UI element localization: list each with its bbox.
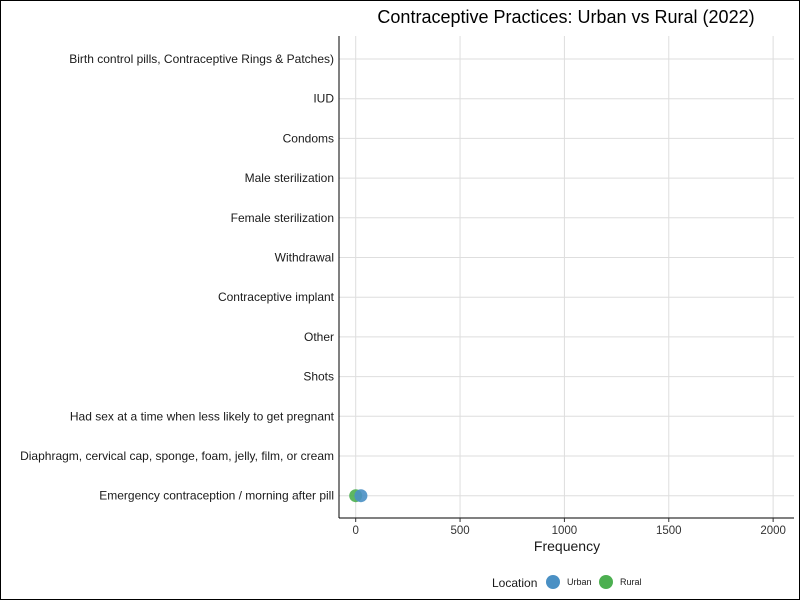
category-label: Had sex at a time when less likely to ge… [70,409,335,423]
category-label: Male sterilization [245,171,334,185]
legend: Location Urban Rural [492,575,642,590]
points-layer [349,489,368,503]
category-label: Birth control pills, Contraceptive Rings… [69,52,334,66]
legend-label-rural: Rural [620,577,642,587]
legend-label-urban: Urban [567,577,592,587]
category-labels: Birth control pills, Contraceptive Rings… [20,52,335,503]
category-label: Condoms [283,131,334,145]
category-label: Withdrawal [275,251,334,265]
chart-title: Contraceptive Practices: Urban vs Rural … [377,7,754,27]
x-tick-label: 1500 [656,525,682,537]
category-label: IUD [313,92,334,106]
category-label: Contraceptive implant [218,290,335,304]
x-tick-label: 500 [450,525,469,537]
category-label: Emergency contraception / morning after … [99,489,334,503]
legend-key-urban [546,575,560,589]
x-tick-label: 2000 [760,525,786,537]
category-label: Other [304,330,334,344]
category-label: Female sterilization [231,211,334,225]
legend-key-rural [599,575,613,589]
x-tick-label: 1000 [552,525,578,537]
category-label: Shots [303,370,334,384]
axis-layer [338,36,794,519]
x-tick-label: 0 [352,525,358,537]
x-axis-title: Frequency [534,538,600,554]
data-point-urban [354,489,368,503]
grid-layer [339,36,794,518]
category-label: Diaphragm, cervical cap, sponge, foam, j… [20,449,334,463]
x-tick-labels: 0 500 1000 1500 2000 [352,518,786,537]
legend-title: Location [492,576,537,590]
